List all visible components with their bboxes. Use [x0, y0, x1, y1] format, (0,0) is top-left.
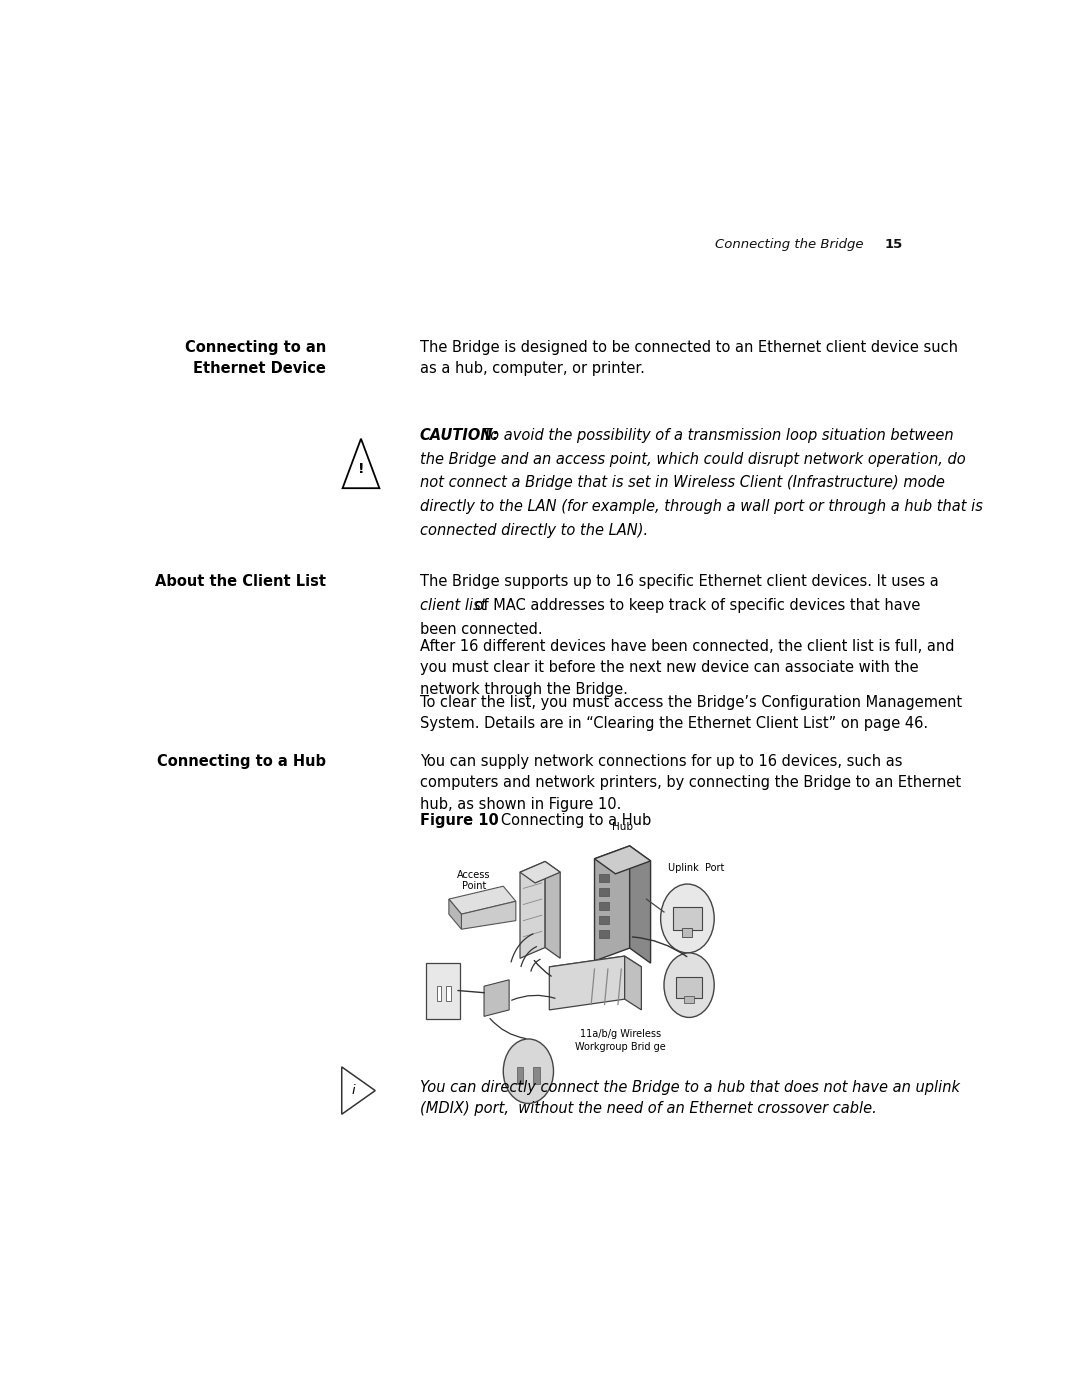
Text: i: i	[352, 1084, 355, 1097]
FancyBboxPatch shape	[673, 907, 702, 930]
FancyBboxPatch shape	[598, 902, 609, 909]
Polygon shape	[449, 886, 516, 914]
Polygon shape	[624, 956, 642, 1010]
Text: 11a/b/g Wireless: 11a/b/g Wireless	[580, 1030, 661, 1039]
FancyBboxPatch shape	[534, 1067, 540, 1084]
Text: About the Client List: About the Client List	[154, 574, 326, 590]
Polygon shape	[449, 900, 461, 929]
Text: Ethernet Device: Ethernet Device	[193, 362, 326, 376]
Text: Point: Point	[462, 880, 486, 890]
FancyBboxPatch shape	[427, 963, 460, 1018]
Circle shape	[503, 1039, 554, 1104]
Polygon shape	[594, 845, 650, 875]
Text: Figure 10: Figure 10	[420, 813, 498, 828]
Text: connected directly to the LAN).: connected directly to the LAN).	[420, 522, 648, 538]
Text: of MAC addresses to keep track of specific devices that have: of MAC addresses to keep track of specif…	[470, 598, 920, 613]
Text: Workgroup Brid ge: Workgroup Brid ge	[575, 1042, 666, 1052]
Text: 15: 15	[885, 237, 903, 250]
Polygon shape	[484, 979, 509, 1017]
FancyBboxPatch shape	[516, 1067, 524, 1084]
Polygon shape	[594, 845, 630, 961]
Circle shape	[664, 953, 714, 1017]
Text: After 16 different devices have been connected, the client list is full, and
you: After 16 different devices have been con…	[420, 638, 954, 697]
Polygon shape	[550, 956, 642, 978]
Polygon shape	[521, 862, 545, 958]
Text: not connect a Bridge that is set in Wireless Client (Infrastructure) mode: not connect a Bridge that is set in Wire…	[420, 475, 944, 490]
FancyBboxPatch shape	[676, 977, 702, 997]
Text: Uplink  Port: Uplink Port	[667, 863, 724, 873]
Text: To avoid the possibility of a transmission loop situation between: To avoid the possibility of a transmissi…	[483, 427, 954, 443]
FancyBboxPatch shape	[598, 888, 609, 895]
FancyBboxPatch shape	[684, 996, 694, 1003]
Polygon shape	[545, 862, 561, 958]
Text: CAUTION:: CAUTION:	[420, 427, 499, 443]
Text: !: !	[357, 462, 364, 476]
Text: You can supply network connections for up to 16 devices, such as
computers and n: You can supply network connections for u…	[420, 754, 961, 812]
FancyBboxPatch shape	[598, 875, 609, 882]
Text: Connecting to an: Connecting to an	[185, 339, 326, 355]
FancyBboxPatch shape	[598, 916, 609, 923]
Text: Connecting to a Hub: Connecting to a Hub	[486, 813, 651, 828]
FancyBboxPatch shape	[446, 986, 450, 1002]
Polygon shape	[630, 845, 650, 963]
Text: the Bridge and an access point, which could disrupt network operation, do: the Bridge and an access point, which co…	[420, 451, 966, 467]
FancyBboxPatch shape	[598, 930, 609, 937]
Polygon shape	[461, 901, 516, 929]
Text: You can directly connect the Bridge to a hub that does not have an uplink
(MDIX): You can directly connect the Bridge to a…	[420, 1080, 960, 1116]
Text: The Bridge is designed to be connected to an Ethernet client device such
as a hu: The Bridge is designed to be connected t…	[420, 339, 958, 376]
Polygon shape	[550, 956, 624, 1010]
Text: been connected.: been connected.	[420, 622, 542, 637]
Circle shape	[661, 884, 714, 953]
Text: The Bridge supports up to 16 specific Ethernet client devices. It uses a: The Bridge supports up to 16 specific Et…	[420, 574, 939, 590]
Text: Connecting to a Hub: Connecting to a Hub	[157, 754, 326, 768]
FancyBboxPatch shape	[437, 986, 442, 1002]
Text: Hub: Hub	[612, 821, 633, 831]
Polygon shape	[521, 862, 561, 883]
Text: Connecting the Bridge: Connecting the Bridge	[715, 237, 863, 250]
FancyBboxPatch shape	[683, 928, 692, 937]
Text: directly to the LAN (for example, through a wall port or through a hub that is: directly to the LAN (for example, throug…	[420, 499, 983, 514]
Text: client list: client list	[420, 598, 486, 613]
Text: To clear the list, you must access the Bridge’s Configuration Management
System.: To clear the list, you must access the B…	[420, 694, 961, 731]
Text: Access: Access	[457, 870, 490, 880]
